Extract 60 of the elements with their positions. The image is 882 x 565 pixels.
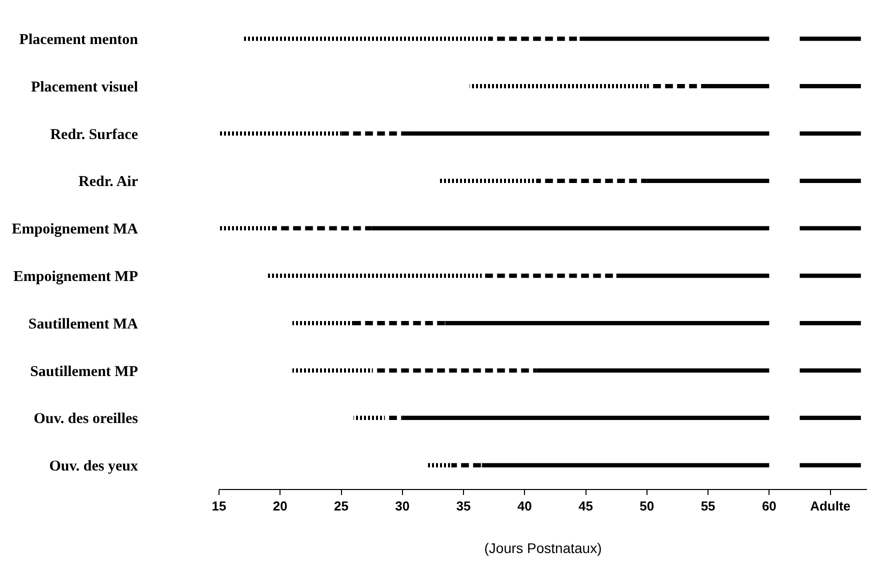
bar — [536, 178, 647, 184]
y-tick-label: Placement menton — [19, 32, 139, 48]
x-tick-label: 30 — [395, 498, 410, 514]
bar — [274, 226, 372, 230]
bar — [439, 178, 537, 184]
y-tick-label: Ouv. des oreilles — [34, 411, 138, 428]
x-tick-label: 35 — [456, 498, 471, 514]
y-tick-label: Redr. Air — [78, 174, 138, 190]
bar — [445, 320, 770, 326]
bar — [353, 320, 446, 326]
bar — [646, 84, 708, 88]
bar — [426, 463, 452, 468]
bar — [800, 320, 861, 326]
x-tick-label: Adulte — [810, 498, 851, 514]
bar — [646, 178, 770, 184]
bar — [536, 368, 770, 373]
bar — [292, 320, 354, 326]
x-tick-label: 25 — [334, 498, 348, 514]
x-tick-label: 15 — [212, 498, 226, 514]
bar — [800, 463, 861, 468]
bar — [408, 131, 770, 136]
bar — [341, 131, 409, 136]
bar — [451, 463, 482, 468]
y-tick-label: Placement visuel — [30, 79, 138, 96]
bar — [800, 416, 861, 420]
bar — [219, 226, 274, 230]
x-tick-label: 55 — [700, 498, 716, 514]
bar — [616, 274, 770, 278]
y-tick-label: Ouv. des yeux — [49, 458, 138, 475]
y-tick-label: Sautillement MA — [28, 316, 138, 332]
bar — [219, 131, 342, 136]
bar — [482, 463, 770, 468]
bar — [800, 131, 861, 136]
bar — [292, 368, 372, 373]
bar — [800, 274, 861, 278]
x-tick-label: 20 — [272, 498, 288, 514]
bar — [800, 368, 861, 373]
y-tick-label: Empoignement MA — [12, 222, 138, 238]
x-tick-label: 60 — [762, 498, 776, 514]
bar — [800, 36, 861, 41]
bar — [372, 368, 537, 373]
bar — [353, 416, 384, 420]
y-tick-label: Redr. Surface — [50, 126, 138, 143]
y-tick-label: Empoignement MP — [13, 268, 138, 285]
bar — [708, 84, 770, 88]
bar — [372, 226, 770, 230]
bar — [384, 416, 402, 420]
bar — [470, 84, 647, 88]
x-axis-title: (Jours Postnataux) — [484, 540, 602, 556]
bar — [800, 84, 861, 88]
x-tick-label: 40 — [517, 498, 532, 514]
bar — [243, 36, 488, 41]
bar — [402, 416, 770, 420]
bar — [800, 226, 861, 230]
x-tick-label: 50 — [640, 498, 654, 514]
bar — [580, 36, 770, 41]
bar — [800, 178, 861, 184]
bar — [268, 274, 482, 278]
y-tick-label: Sautillement MP — [30, 364, 138, 380]
x-tick-label: 45 — [578, 498, 594, 514]
